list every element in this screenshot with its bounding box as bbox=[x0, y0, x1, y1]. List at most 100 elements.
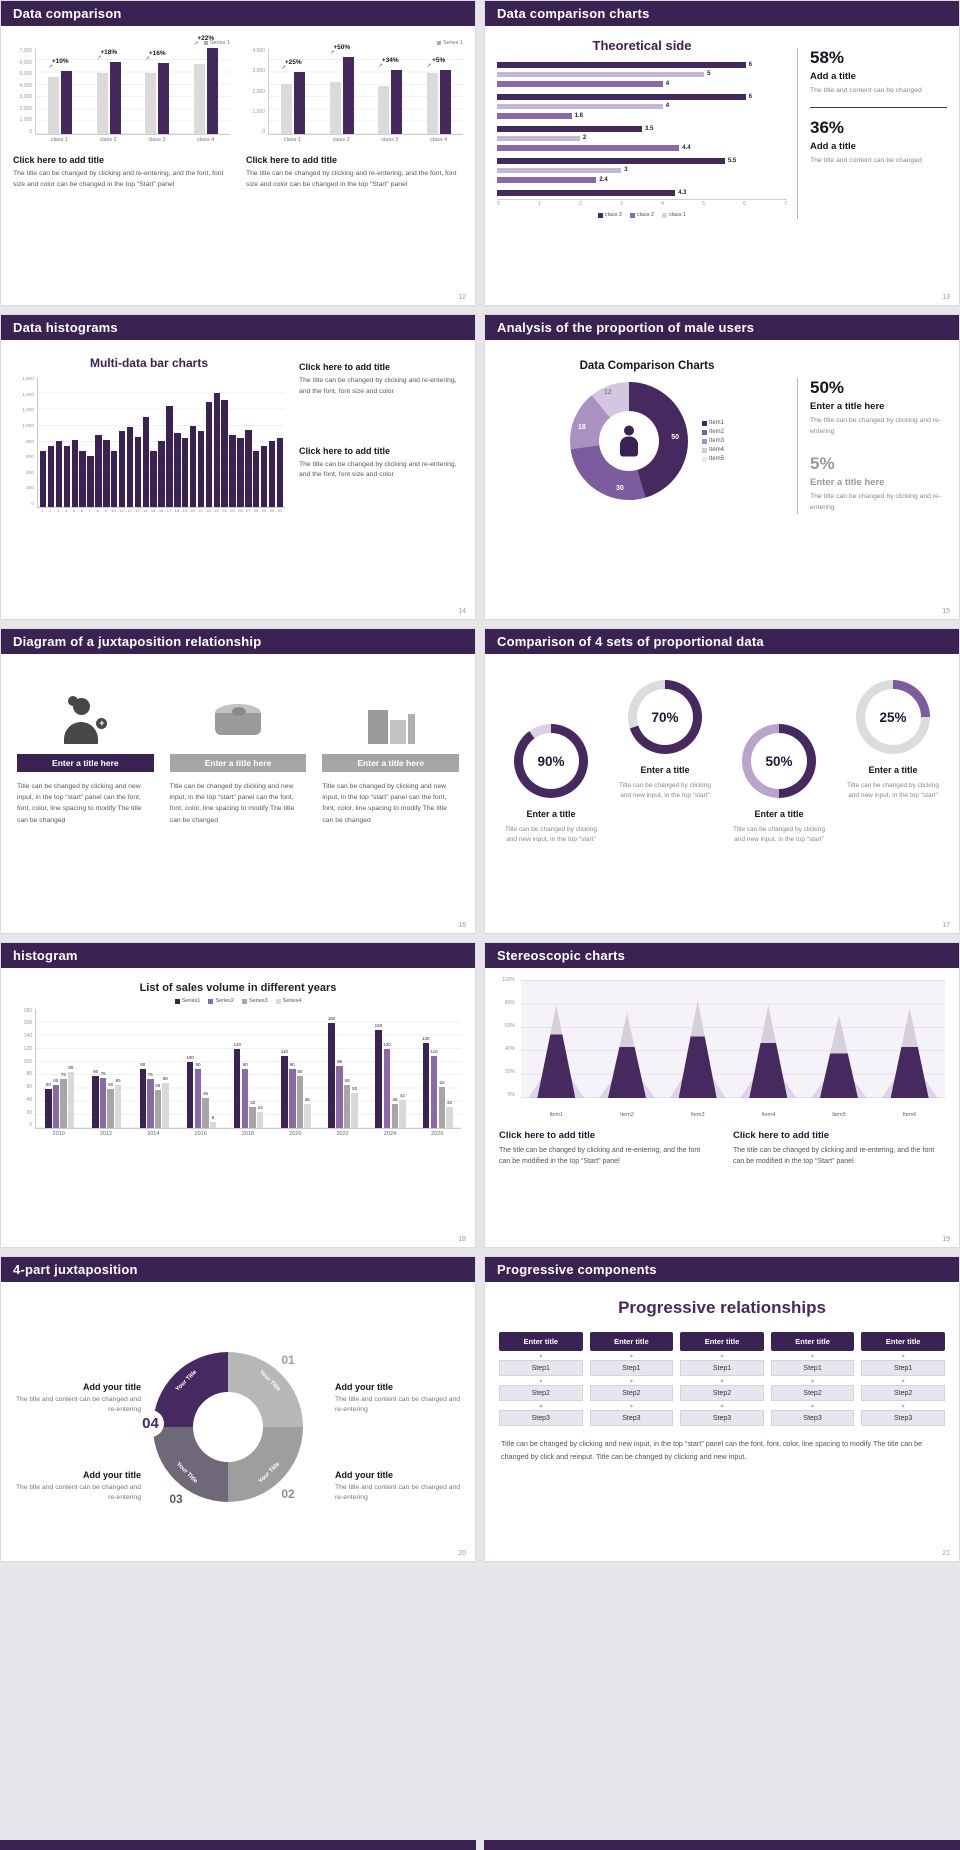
histogram-chart: Multi-data bar charts 1,600 1,400 1,200 1,0… bbox=[13, 356, 285, 513]
bar-wrap: 90 bbox=[241, 1062, 249, 1128]
block-title: Click here to add title bbox=[733, 1130, 830, 1141]
bar bbox=[47, 446, 55, 507]
x-axis: 1 2 3 4 5 6 7 8 9 10 11 12 13 14 15 16 17 18 19 20 21 22 23 24 2… bbox=[37, 508, 285, 513]
bar bbox=[336, 1065, 343, 1128]
stat-block: 5% Enter a title here The title can be c… bbox=[810, 454, 947, 514]
block-body: The title can be changed by clicking and… bbox=[246, 170, 457, 188]
x-tick-label: 23 bbox=[214, 508, 219, 513]
x-tick-label: 25 bbox=[230, 508, 235, 513]
diamond-separator-icon: ◆ bbox=[720, 1377, 724, 1383]
bar-value-label: 120 bbox=[233, 1042, 241, 1047]
bar-value-label: 46 bbox=[203, 1091, 209, 1096]
bar-wrap: 66 bbox=[343, 1078, 351, 1128]
x-tick-label: 6 bbox=[743, 201, 746, 207]
x-tick-label: 6 bbox=[80, 508, 83, 513]
text-block: Click here to add title The title can be… bbox=[733, 1130, 945, 1167]
stat-body: The title can be changed by clicking and… bbox=[810, 492, 942, 511]
bar bbox=[162, 1082, 169, 1128]
bar-wrap: 60 bbox=[45, 1082, 52, 1128]
bar bbox=[268, 441, 276, 507]
cone bbox=[740, 1005, 797, 1098]
chart-legend: Series 1 bbox=[13, 40, 230, 46]
slide-20-4-part-juxtaposition[interactable]: 4-part juxtaposition Your Title Your Tit… bbox=[0, 1256, 476, 1562]
x-tick-label: 0 bbox=[497, 201, 500, 207]
x-axis: Item1 Item2 Item3 Item4 Item5 Item6 bbox=[521, 1112, 945, 1118]
slide-15-male-users-proportion[interactable]: Analysis of the proportion of male users… bbox=[484, 314, 960, 620]
bar-group: 90 75 58 68 bbox=[130, 1009, 177, 1128]
legend-swatch bbox=[701, 447, 707, 453]
bar-group: 160 95 66 53 bbox=[319, 1009, 366, 1128]
x-tick-label: class 4 bbox=[197, 137, 215, 143]
legend-swatch bbox=[662, 213, 668, 219]
plot: 180 160 140 120 100 80 60 40 20 0 60 65 75 85 80 76 60 6… bbox=[15, 1008, 461, 1137]
x-tick-label: 10 bbox=[111, 508, 116, 513]
bar-value-label: 53 bbox=[352, 1086, 358, 1091]
bar-pair bbox=[48, 71, 73, 134]
partial-next-slide-header-left[interactable] bbox=[0, 1840, 476, 1850]
bar bbox=[79, 451, 86, 507]
bar-wrap: 68 bbox=[162, 1076, 169, 1128]
legend-label: Series3 bbox=[249, 998, 268, 1004]
plot-area-wrap: 60 65 75 85 80 76 60 65 90 75 58 68 100 90 46 9 120 90 32 2… bbox=[35, 1008, 461, 1137]
page-number: 17 bbox=[942, 922, 950, 929]
bar-group: 130 110 62 32 bbox=[414, 1009, 461, 1128]
slide-14-data-histograms[interactable]: Data histograms Multi-data bar charts 1,… bbox=[0, 314, 476, 620]
slide-title: Analysis of the proportion of male users bbox=[497, 320, 755, 335]
s4-legend: Item1 Item2 Item3 Item4 Item5 bbox=[701, 420, 724, 462]
slide-18-histogram[interactable]: histogram List of sales volume in differ… bbox=[0, 942, 476, 1248]
bar-value-label: 68 bbox=[162, 1076, 168, 1081]
bar-current bbox=[158, 63, 170, 134]
bar-wrap: 76 bbox=[99, 1071, 107, 1128]
plot: 7,000 6,000 5,000 4,000 3,000 2,000 1,000 0 +10… bbox=[13, 35, 230, 143]
slide-12-data-comparison[interactable]: Data comparison Series 1 7,000 6,000 5,000… bbox=[0, 0, 476, 306]
legend-swatch bbox=[701, 420, 707, 426]
y-tick-label: 1,600 bbox=[21, 377, 34, 382]
y-tick-label: 0% bbox=[507, 1092, 515, 1098]
bar bbox=[391, 1103, 399, 1128]
bar-baseline bbox=[96, 73, 108, 134]
column-charts: Series 1 7,000 6,000 5,000 4,000 3,000 2,000 1… bbox=[1, 26, 475, 143]
bar-value-label: 32 bbox=[250, 1100, 256, 1105]
ring-body: Title can be changed by clicking and new… bbox=[733, 826, 825, 844]
y-tick-label: 140 bbox=[23, 1033, 32, 1040]
plot-area: +10% ↗ +18% ↗ +16% ↗ +22% ↗ bbox=[35, 35, 230, 135]
diamond-separator-icon: ◆ bbox=[720, 1402, 724, 1408]
x-tick-label: 7 bbox=[88, 508, 91, 513]
slide-19-stereoscopic-charts[interactable]: Stereoscopic charts 100% 80% 60% 40% 20% 0% I… bbox=[484, 942, 960, 1248]
title-bar: Enter a title here bbox=[17, 754, 154, 772]
y-tick-label: 60 bbox=[26, 1084, 32, 1091]
hbar-value-label: 1.8 bbox=[574, 112, 583, 119]
enter-title-button: Enter title bbox=[499, 1332, 583, 1351]
bar-pair bbox=[426, 70, 451, 134]
diamond-separator-icon: ◆ bbox=[539, 1402, 543, 1408]
legend-item: class 2 bbox=[629, 212, 654, 219]
page-number: 18 bbox=[458, 1236, 466, 1243]
slide-13-data-comparison-charts[interactable]: Data comparison charts Theoretical side … bbox=[484, 0, 960, 306]
bar-baseline bbox=[48, 77, 60, 134]
bar-value-label: 65 bbox=[53, 1078, 59, 1083]
slide-16-juxtaposition-diagram[interactable]: Diagram of a juxtaposition relationship … bbox=[0, 628, 476, 934]
bar-wrap: 160 bbox=[328, 1016, 335, 1128]
bar-wrap: 90 bbox=[139, 1062, 147, 1128]
plot-area-wrap: +10% ↗ +18% ↗ +16% ↗ +22% ↗ class 1 class 2 class… bbox=[35, 35, 230, 143]
stat-body: The title and content can be changed bbox=[810, 87, 922, 94]
bar-group: +16% ↗ bbox=[145, 50, 170, 134]
y-tick-label: 400 bbox=[25, 470, 34, 476]
block-body: The title can be changed by clicking and… bbox=[299, 377, 457, 395]
slide-21-progressive-components[interactable]: Progressive components Progressive relat… bbox=[484, 1256, 960, 1562]
y-tick-label: 200 bbox=[25, 486, 34, 492]
slide-17-proportional-data[interactable]: Comparison of 4 sets of proportional dat… bbox=[484, 628, 960, 934]
partial-next-slide-header-right[interactable] bbox=[484, 1840, 960, 1850]
x-tick-label: 2014 bbox=[147, 1130, 160, 1137]
ring-body: Title can be changed by clicking and new… bbox=[505, 826, 597, 844]
progress-column: Enter title ◆ Step1 ◆ Step2 ◆ Step3 bbox=[770, 1332, 855, 1426]
diamond-separator-icon: ◆ bbox=[720, 1352, 724, 1358]
bar-wrap: 120 bbox=[233, 1042, 241, 1128]
bar-value-label: 90 bbox=[289, 1062, 295, 1067]
hbar-row: 4.4 bbox=[497, 144, 787, 152]
legend-item: Series4 bbox=[275, 998, 301, 1005]
s7-legend: Series1 Series2 Series3 Series4 bbox=[15, 998, 461, 1005]
x-tick-label: class 4 bbox=[430, 137, 448, 143]
bar bbox=[209, 1121, 217, 1128]
page-number: 12 bbox=[458, 294, 466, 301]
